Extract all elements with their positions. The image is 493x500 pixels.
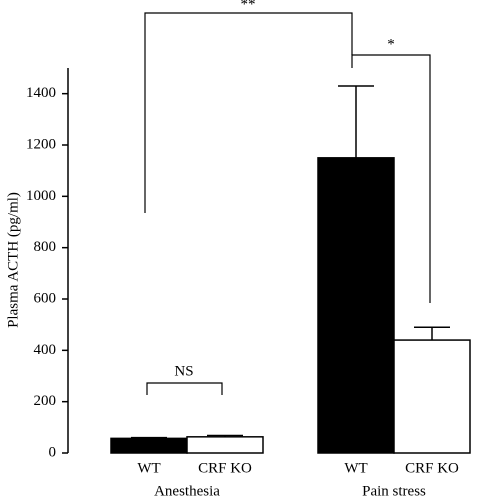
x-tick-label: CRF KO [198,460,252,476]
significance-bracket [146,382,223,395]
significance-label: * [387,36,395,52]
x-tick-label: WT [344,460,367,476]
bar [393,339,471,454]
y-tick-label: 400 [34,342,57,358]
x-tick-label: WT [137,460,160,476]
group-label: Anesthesia [154,483,220,499]
bar [317,157,395,454]
x-tick-label: CRF KO [405,460,459,476]
group-label: Pain stress [362,483,426,499]
significance-label: ** [241,0,256,12]
y-axis-label: Plasma ACTH (pg/ml) [5,192,21,328]
y-tick-label: 600 [34,290,57,306]
y-tick-label: 1200 [26,136,56,152]
bar [110,437,188,454]
significance-bracket [144,12,353,213]
y-tick-label: 1000 [26,188,56,204]
significance-bracket [351,54,431,303]
y-tick-label: 800 [34,239,57,255]
y-tick-label: 0 [49,444,57,460]
significance-label: NS [174,363,193,379]
bar [186,436,264,454]
y-tick-label: 200 [34,393,57,409]
y-tick-label: 1400 [26,85,56,101]
